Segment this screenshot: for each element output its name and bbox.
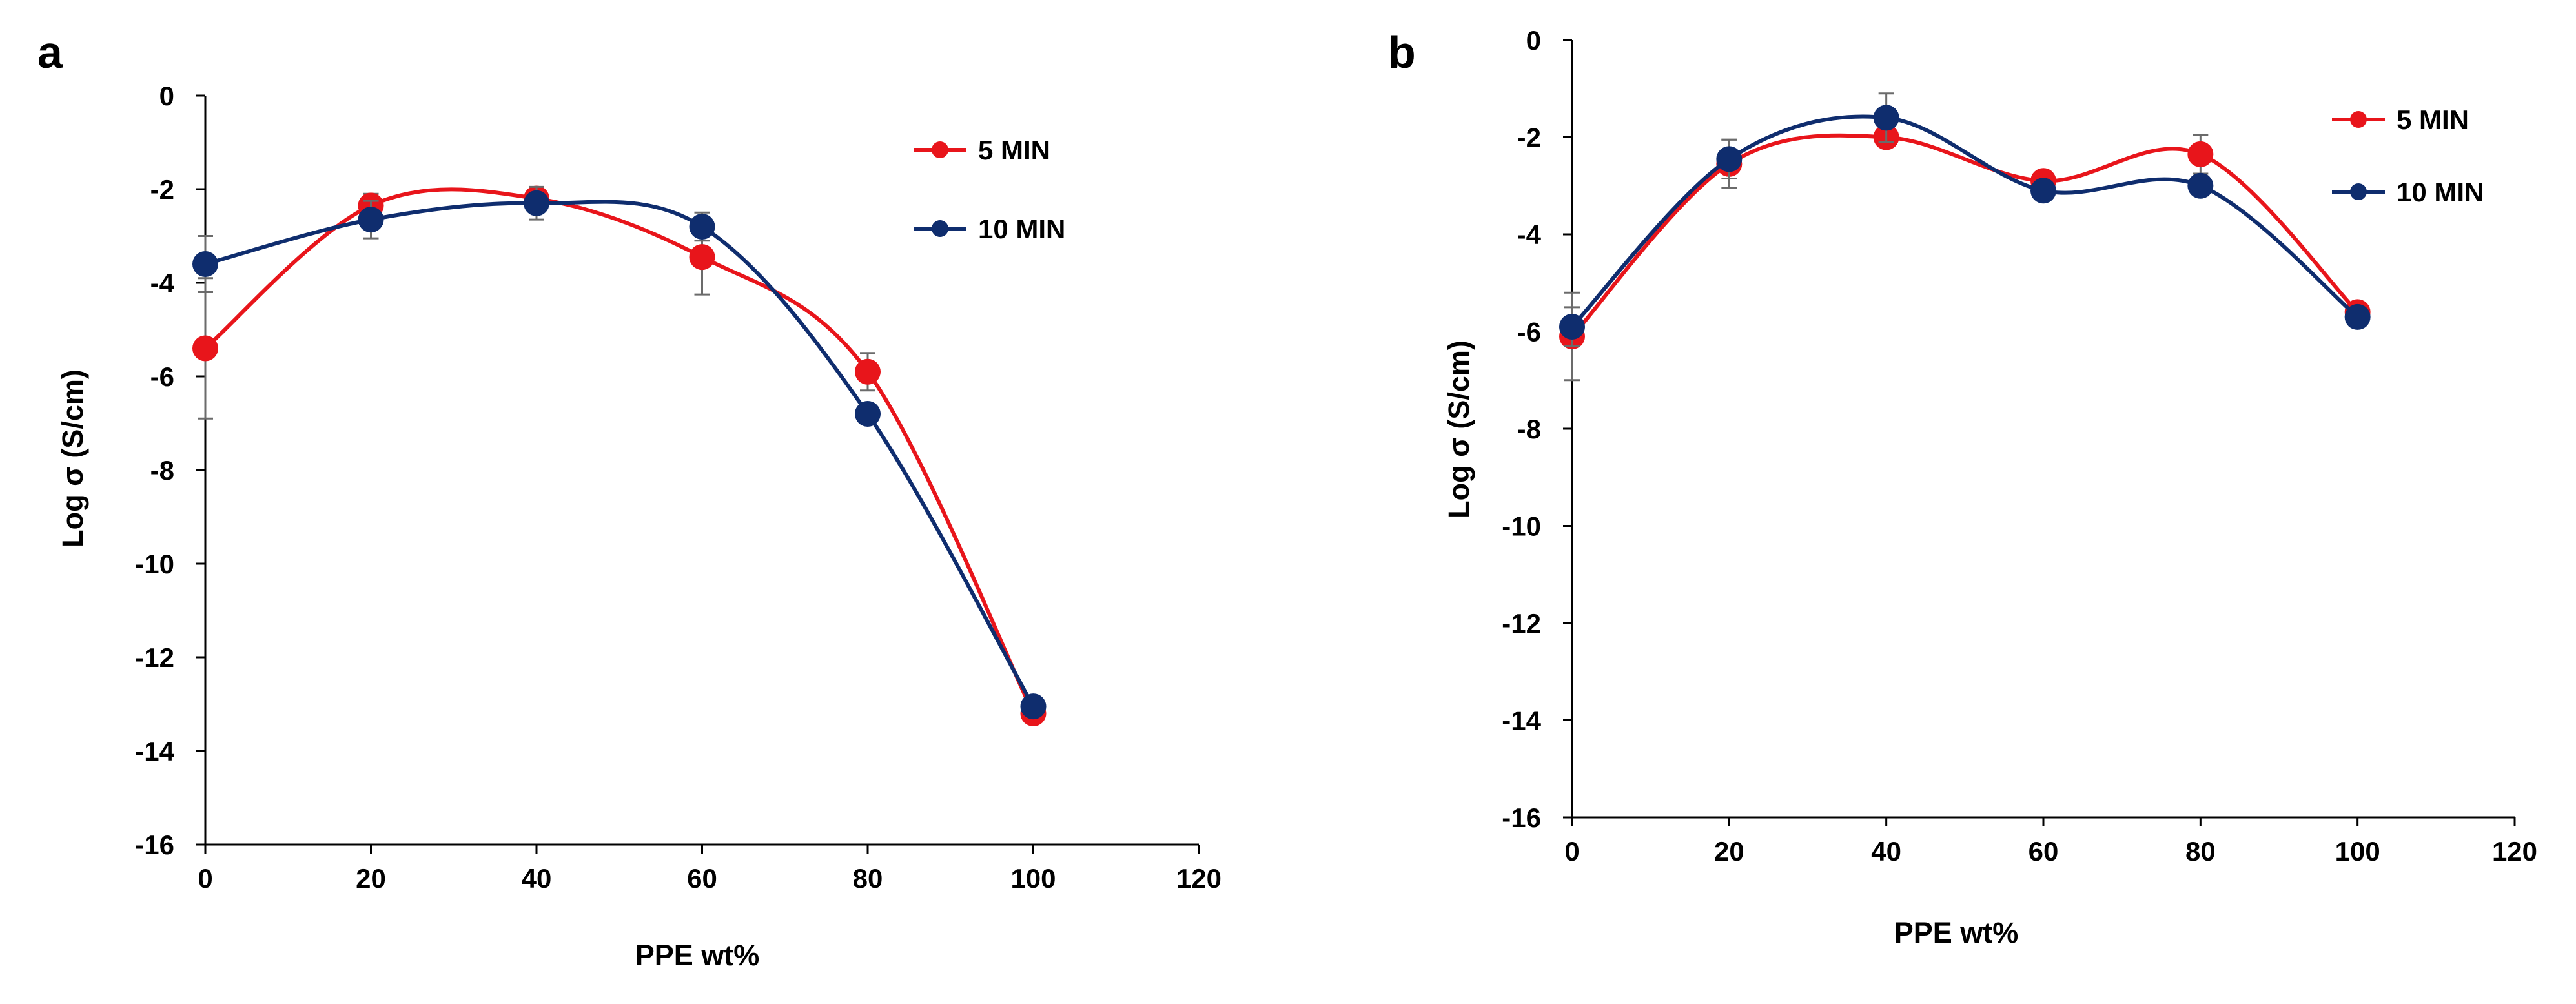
y-axis-label: Log σ (S/cm) [1442, 340, 1475, 518]
y-tick-label: -14 [135, 736, 174, 766]
panel-label: b [1388, 27, 1416, 77]
x-tick-label: 20 [356, 863, 386, 894]
data-point [192, 251, 218, 277]
data-point [1020, 693, 1047, 720]
data-point [689, 244, 715, 271]
y-tick-label: -12 [135, 642, 174, 673]
y-tick-label: -2 [150, 174, 174, 205]
x-tick-label: 0 [198, 863, 212, 894]
x-tick-label: 0 [1564, 836, 1579, 866]
data-point [855, 358, 881, 385]
x-tick-label: 20 [1714, 836, 1744, 866]
legend-label: 5 MIN [2397, 105, 2469, 135]
series-line [205, 200, 1036, 708]
x-tick-label: 80 [853, 863, 883, 894]
data-point [1716, 146, 1743, 172]
panel-a: a Log σ (S/cm) PPE wt% 0 -2 -4 -6 -8 -10 -12 -1… [37, 27, 1222, 972]
series-line [1570, 133, 2359, 338]
series-line [1570, 114, 2359, 329]
x-axis-label: PPE wt% [635, 939, 760, 972]
x-tick-label: 120 [1176, 863, 1222, 894]
y-tick-label: -16 [135, 830, 174, 860]
y-tick-label: -10 [1502, 511, 1541, 542]
y-tick-label: -16 [1502, 803, 1541, 833]
panel-label: a [37, 27, 63, 77]
x-tick-label: 40 [522, 863, 552, 894]
data-point [1873, 105, 1899, 131]
data-point [524, 190, 549, 216]
legend-marker [2350, 111, 2367, 128]
series-line [204, 187, 1036, 715]
y-tick-label: -8 [150, 455, 174, 486]
data-point [689, 214, 715, 240]
x-tick-label: 60 [687, 863, 717, 894]
data-point [1559, 313, 1585, 340]
y-tick-label: 0 [159, 81, 174, 111]
x-tick-label: 60 [2029, 836, 2059, 866]
legend-marker [2350, 183, 2367, 200]
y-tick-label: -6 [150, 362, 174, 392]
x-axis-label: PPE wt% [1894, 916, 2019, 949]
legend-label: 10 MIN [978, 214, 1065, 244]
data-point [2187, 172, 2214, 199]
data-point [2187, 141, 2214, 167]
x-tick-label: 100 [1010, 863, 1056, 894]
y-tick-label: -14 [1502, 706, 1541, 736]
y-tick-label: -2 [1517, 123, 1541, 153]
data-point [2344, 303, 2371, 330]
y-tick-label: -6 [1517, 317, 1541, 347]
y-tick-label: -8 [1517, 414, 1541, 444]
panel-b: b Log σ (S/cm) PPE wt% 0 -2 -4 -6 -8 -10 -12 -1… [1388, 25, 2537, 949]
y-tick-label: -10 [135, 549, 174, 579]
legend-marker [932, 141, 948, 158]
x-tick-label: 100 [2335, 836, 2380, 866]
data-point [2030, 178, 2056, 204]
y-tick-label: -4 [1517, 220, 1542, 250]
x-tick-label: 80 [2185, 836, 2216, 866]
y-tick-label: 0 [1526, 25, 1541, 56]
y-tick-label: -12 [1502, 608, 1541, 639]
x-tick-label: 120 [2492, 836, 2537, 866]
data-point [192, 335, 218, 362]
y-axis-label: Log σ (S/cm) [56, 369, 89, 548]
legend-marker [932, 220, 948, 237]
y-tick-label: -4 [150, 268, 175, 298]
legend-label: 5 MIN [978, 135, 1050, 165]
data-point [358, 207, 384, 233]
x-tick-label: 40 [1871, 836, 1901, 866]
data-point [855, 401, 881, 427]
legend-label: 10 MIN [2397, 177, 2484, 207]
